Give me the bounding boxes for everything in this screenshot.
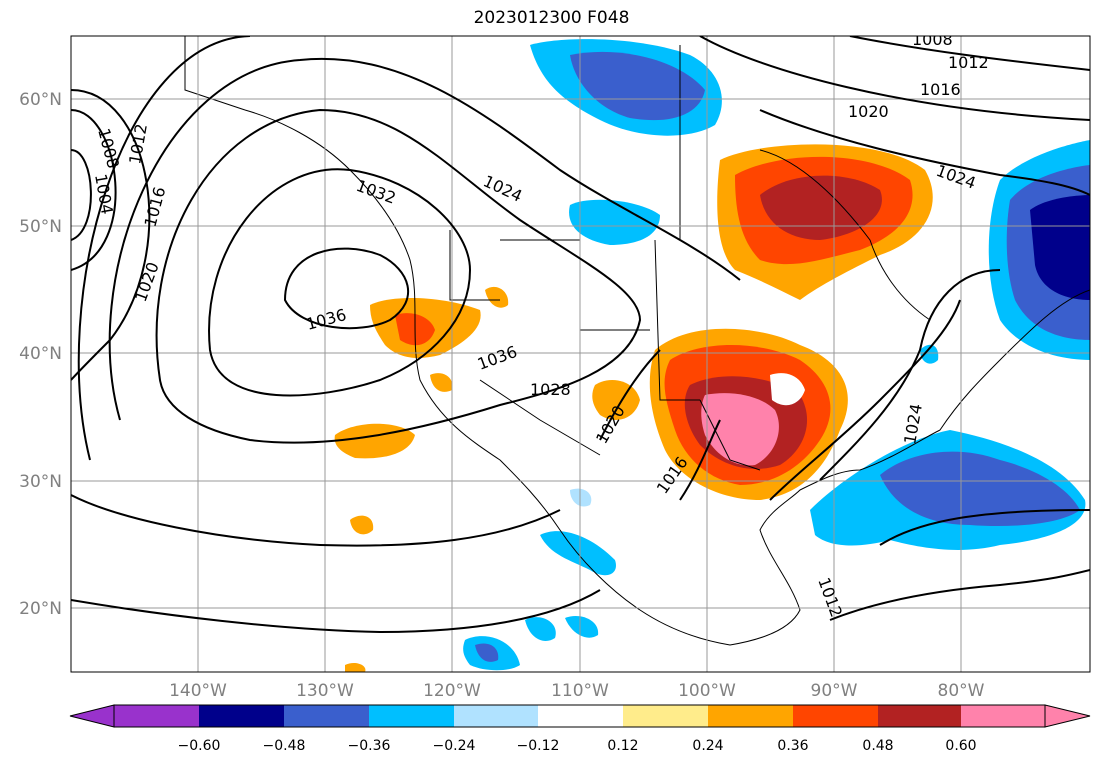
colorbar-segment <box>114 705 199 727</box>
lon-label: 110°W <box>551 681 609 701</box>
colorbar-tick-label: −0.12 <box>517 738 560 754</box>
lat-label: 20°N <box>19 599 62 619</box>
lon-label: 80°W <box>938 681 985 701</box>
colorbar: −0.60 −0.48 −0.36 −0.24 −0.12 0.12 0.24 … <box>69 704 1091 754</box>
map-frame <box>70 35 1091 673</box>
colorbar-segment <box>199 705 284 727</box>
contour-label: 1016 <box>920 80 961 99</box>
colorbar-tick-label: −0.60 <box>178 738 221 754</box>
colorbar-tick-label: 0.24 <box>692 738 723 754</box>
colorbar-segment <box>623 705 708 727</box>
latitude-labels: 60°N 50°N 40°N 30°N 20°N <box>19 90 62 619</box>
colorbar-segment <box>284 705 369 727</box>
colorbar-extend-right <box>1044 704 1091 728</box>
lon-label: 130°W <box>296 681 354 701</box>
map-title: 2023012300 F048 <box>473 8 630 28</box>
colorbar-segment <box>369 705 454 727</box>
colorbar-tick-label: 0.12 <box>607 738 638 754</box>
contour-label: 1020 <box>848 102 889 121</box>
colorbar-extend-left <box>69 704 115 728</box>
colorbar-segment <box>793 705 878 727</box>
colorbar-outline <box>113 704 1046 728</box>
lat-label: 30°N <box>19 472 62 492</box>
colorbar-tick-label: −0.48 <box>263 738 306 754</box>
lon-label: 90°W <box>811 681 858 701</box>
colorbar-tick-label: −0.24 <box>433 738 476 754</box>
contour-label: 1012 <box>948 53 989 72</box>
colorbar-tick-label: 0.48 <box>862 738 893 754</box>
colorbar-segment <box>708 705 793 727</box>
colorbar-tick-label: 0.60 <box>945 738 976 754</box>
contour-label: 1028 <box>530 380 571 399</box>
colorbar-tick-label: −0.36 <box>348 738 391 754</box>
lat-label: 60°N <box>19 90 62 110</box>
colorbar-segment <box>961 705 1045 727</box>
colorbar-segment <box>454 705 538 727</box>
coastlines <box>184 36 1090 646</box>
graticule <box>71 36 1090 672</box>
lon-label: 140°W <box>169 681 227 701</box>
lon-label: 120°W <box>423 681 481 701</box>
colorbar-segment <box>878 705 961 727</box>
colorbar-segment <box>538 705 623 727</box>
lat-label: 40°N <box>19 344 62 364</box>
colorbar-tick-label: 0.36 <box>777 738 808 754</box>
lon-label: 100°W <box>678 681 736 701</box>
pressure-contours <box>71 36 1090 634</box>
lat-label: 50°N <box>19 217 62 237</box>
contour-label: 1008 <box>912 30 953 49</box>
longitude-labels: 140°W 130°W 120°W 110°W 100°W 90°W 80°W <box>169 681 985 701</box>
